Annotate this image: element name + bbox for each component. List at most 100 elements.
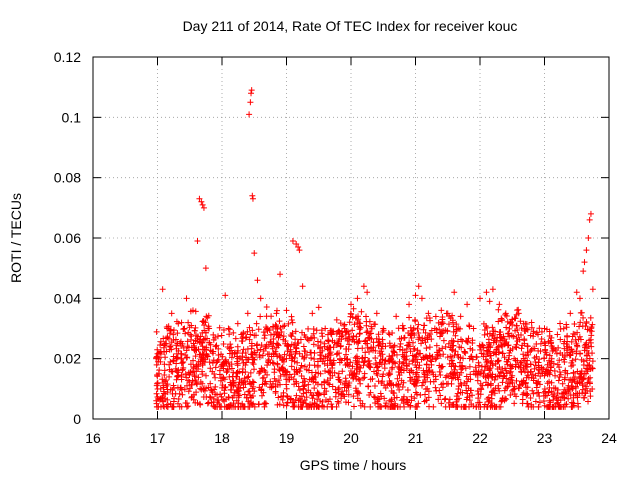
data-point (583, 352, 590, 359)
data-point (483, 359, 490, 366)
data-point (518, 368, 525, 375)
data-point (389, 364, 396, 371)
data-point (202, 356, 209, 363)
data-point (365, 383, 372, 390)
data-point (386, 358, 393, 365)
data-point (460, 355, 467, 362)
data-point (211, 386, 218, 393)
data-point (500, 373, 507, 380)
data-point (386, 371, 393, 378)
data-point (313, 327, 320, 334)
data-point (305, 381, 312, 388)
data-point (203, 385, 210, 392)
data-point (440, 337, 447, 344)
y-tick-label: 0.06 (54, 230, 81, 246)
data-point (450, 342, 457, 349)
data-point (246, 388, 253, 395)
data-point (538, 336, 545, 343)
data-point (535, 389, 542, 396)
data-point (245, 373, 252, 380)
data-point (367, 330, 374, 337)
data-point (472, 364, 479, 371)
data-point (576, 323, 583, 330)
data-point (430, 403, 437, 410)
data-point (411, 380, 418, 387)
data-point (363, 313, 370, 320)
data-point (538, 328, 545, 335)
data-point (153, 361, 160, 368)
data-point (333, 316, 340, 323)
data-point (487, 344, 494, 351)
data-point (439, 318, 446, 325)
data-point (314, 396, 321, 403)
data-point (336, 335, 343, 342)
data-point (182, 351, 189, 358)
data-point (202, 335, 209, 342)
data-point (210, 331, 217, 338)
data-point (203, 372, 210, 379)
data-point (371, 394, 378, 401)
data-point (263, 324, 270, 331)
data-point (554, 331, 561, 338)
data-point (360, 283, 367, 290)
data-point (339, 368, 346, 375)
data-point (203, 351, 210, 358)
data-point (396, 358, 403, 365)
data-point (240, 384, 247, 391)
data-point (555, 344, 562, 351)
data-point (291, 354, 298, 361)
data-point (283, 381, 290, 388)
data-point (190, 392, 197, 399)
data-point (162, 340, 169, 347)
data-point (249, 359, 256, 366)
data-point (446, 403, 453, 410)
data-point (562, 367, 569, 374)
data-point (177, 384, 184, 391)
data-point (375, 342, 382, 349)
data-point (368, 325, 375, 332)
data-point (192, 346, 199, 353)
data-point (574, 368, 581, 375)
data-point (289, 319, 296, 326)
data-point (585, 235, 592, 241)
data-point (292, 328, 299, 335)
data-point (193, 380, 200, 387)
data-point (184, 338, 191, 345)
data-point (432, 373, 439, 380)
data-point (339, 332, 346, 339)
data-point (277, 271, 284, 278)
data-point (157, 403, 164, 410)
data-point (433, 355, 440, 362)
data-point (300, 343, 307, 350)
data-point (322, 325, 329, 332)
data-point (228, 354, 235, 361)
data-point (390, 389, 397, 396)
data-point (498, 335, 505, 342)
data-point (421, 322, 428, 329)
data-point (372, 400, 379, 407)
data-point (270, 323, 277, 330)
data-point (189, 369, 196, 376)
data-point (549, 344, 556, 351)
data-point (397, 340, 404, 347)
data-point (234, 343, 241, 350)
data-point (294, 359, 301, 366)
data-point (423, 345, 430, 352)
data-point (367, 389, 374, 396)
data-point (435, 396, 442, 403)
data-point (553, 400, 560, 407)
data-point (415, 283, 422, 290)
data-point (177, 338, 184, 345)
data-point (291, 403, 298, 410)
data-point (550, 403, 557, 410)
data-point (230, 329, 237, 336)
data-point (587, 210, 594, 217)
x-tick-label: 16 (85, 430, 101, 446)
data-point (254, 277, 261, 284)
data-point (508, 332, 515, 339)
data-point (324, 345, 331, 352)
data-point (455, 353, 462, 360)
data-point (396, 346, 403, 353)
data-point (253, 320, 260, 327)
data-point (508, 376, 515, 383)
